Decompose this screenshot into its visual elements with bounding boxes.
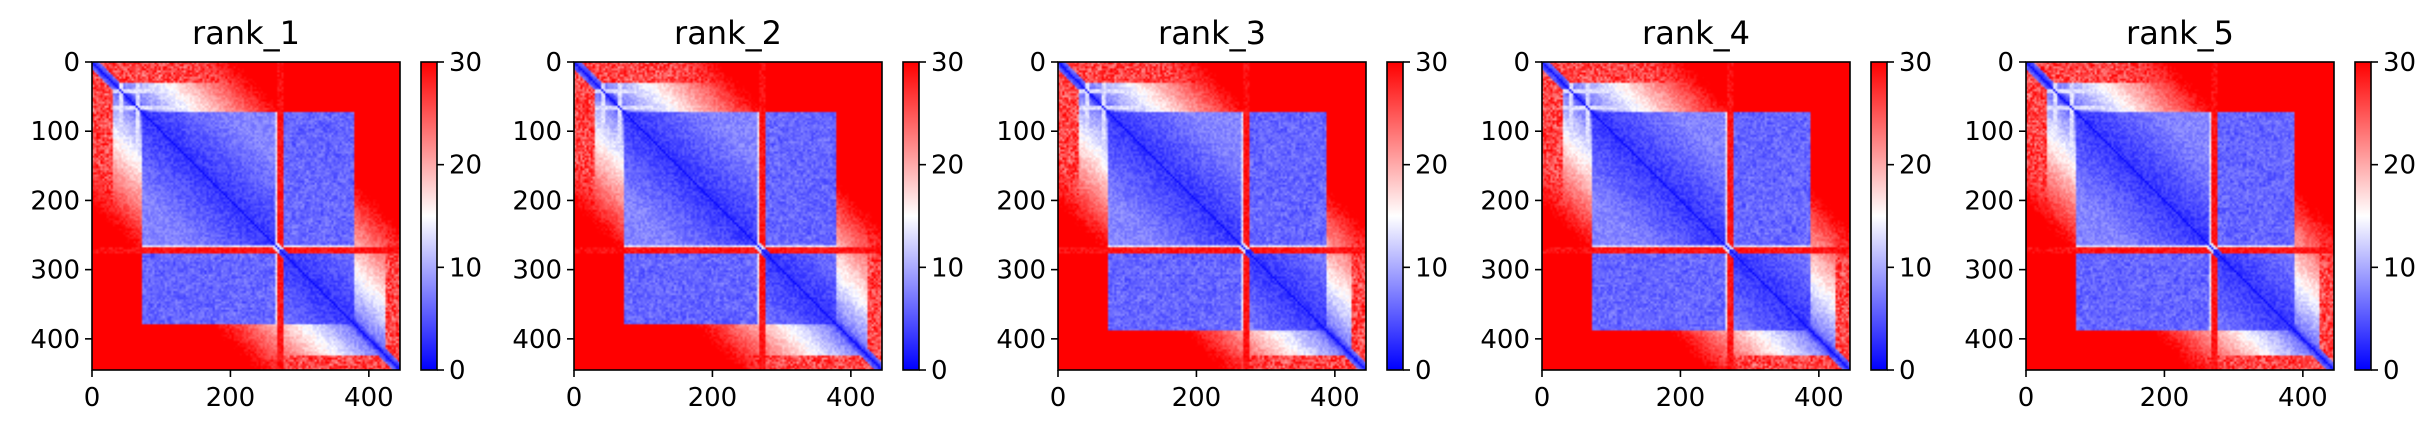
colorbar-frame <box>420 61 438 371</box>
y-tick-label: 400 <box>1964 325 2014 355</box>
axes-frame <box>91 61 401 371</box>
axes-frame <box>573 61 883 371</box>
x-tick-label: 0 <box>566 383 583 413</box>
colorbar-tick-label: 30 <box>449 48 482 78</box>
x-tick-label: 400 <box>344 383 394 413</box>
colorbar-frame <box>2354 61 2372 371</box>
x-tick-label: 400 <box>1794 383 1844 413</box>
heatmap-image <box>1542 62 1850 370</box>
axes-frame <box>1541 61 1851 371</box>
colorbar <box>2355 62 2371 370</box>
colorbar-tick-label: 0 <box>449 356 466 386</box>
colorbar-tick-label: 20 <box>931 151 964 181</box>
y-tick-label: 0 <box>1997 48 2014 78</box>
panel-title: rank_3 <box>1158 14 1266 52</box>
colorbar-tick-label: 0 <box>1899 356 1916 386</box>
axes-frame <box>2025 61 2335 371</box>
panel-title: rank_2 <box>674 14 782 52</box>
panel-title: rank_4 <box>1642 14 1750 52</box>
y-tick-label: 400 <box>1480 325 1530 355</box>
y-tick-label: 200 <box>1964 186 2014 216</box>
colorbar <box>421 62 437 370</box>
colorbar-tick-label: 30 <box>1899 48 1932 78</box>
y-tick-label: 300 <box>1964 256 2014 286</box>
colorbar-frame <box>1870 61 1888 371</box>
colorbar-tick-label: 10 <box>1415 253 1448 283</box>
x-tick-label: 200 <box>1656 383 1706 413</box>
colorbar-tick-label: 20 <box>1415 151 1448 181</box>
heatmap-image <box>574 62 882 370</box>
y-tick-label: 100 <box>512 117 562 147</box>
y-tick-label: 200 <box>30 186 80 216</box>
axes-frame <box>1057 61 1367 371</box>
x-tick-label: 200 <box>688 383 738 413</box>
y-tick-label: 300 <box>512 256 562 286</box>
y-tick-label: 300 <box>30 256 80 286</box>
y-tick-label: 300 <box>1480 256 1530 286</box>
y-tick-label: 200 <box>1480 186 1530 216</box>
x-tick-label: 400 <box>2278 383 2328 413</box>
y-tick-label: 100 <box>1480 117 1530 147</box>
y-tick-label: 0 <box>63 48 80 78</box>
y-tick-label: 400 <box>996 325 1046 355</box>
colorbar <box>903 62 919 370</box>
colorbar-tick-label: 10 <box>1899 253 1932 283</box>
colorbar <box>1871 62 1887 370</box>
colorbar-tick-label: 30 <box>2383 48 2416 78</box>
y-tick-label: 100 <box>1964 117 2014 147</box>
x-tick-label: 0 <box>1050 383 1067 413</box>
y-tick-label: 100 <box>30 117 80 147</box>
colorbar-tick-label: 10 <box>931 253 964 283</box>
colorbar-tick-label: 0 <box>931 356 948 386</box>
y-tick-label: 0 <box>1513 48 1530 78</box>
heatmap-image <box>2026 62 2334 370</box>
colorbar-tick-label: 0 <box>1415 356 1432 386</box>
x-tick-label: 0 <box>1534 383 1551 413</box>
y-tick-label: 0 <box>1029 48 1046 78</box>
x-tick-label: 0 <box>2018 383 2035 413</box>
colorbar-tick-label: 20 <box>449 151 482 181</box>
x-tick-label: 200 <box>1172 383 1222 413</box>
colorbar-tick-label: 30 <box>1415 48 1448 78</box>
panel-title: rank_5 <box>2126 14 2234 52</box>
y-tick-label: 100 <box>996 117 1046 147</box>
colorbar-tick-label: 0 <box>2383 356 2400 386</box>
heatmap-image <box>92 62 400 370</box>
y-tick-label: 400 <box>512 325 562 355</box>
colorbar-tick-label: 10 <box>449 253 482 283</box>
colorbar-frame <box>902 61 920 371</box>
colorbar-tick-label: 10 <box>2383 253 2416 283</box>
colorbar-tick-label: 30 <box>931 48 964 78</box>
y-tick-label: 300 <box>996 256 1046 286</box>
x-tick-label: 200 <box>2140 383 2190 413</box>
heatmap-image <box>1058 62 1366 370</box>
y-tick-label: 0 <box>545 48 562 78</box>
colorbar-frame <box>1386 61 1404 371</box>
y-tick-label: 400 <box>30 325 80 355</box>
y-tick-label: 200 <box>512 186 562 216</box>
x-tick-label: 200 <box>206 383 256 413</box>
x-tick-label: 400 <box>826 383 876 413</box>
x-tick-label: 400 <box>1310 383 1360 413</box>
colorbar-tick-label: 20 <box>1899 151 1932 181</box>
colorbar-tick-label: 20 <box>2383 151 2416 181</box>
colorbar <box>1387 62 1403 370</box>
x-tick-label: 0 <box>84 383 101 413</box>
y-tick-label: 200 <box>996 186 1046 216</box>
panel-title: rank_1 <box>192 14 300 52</box>
